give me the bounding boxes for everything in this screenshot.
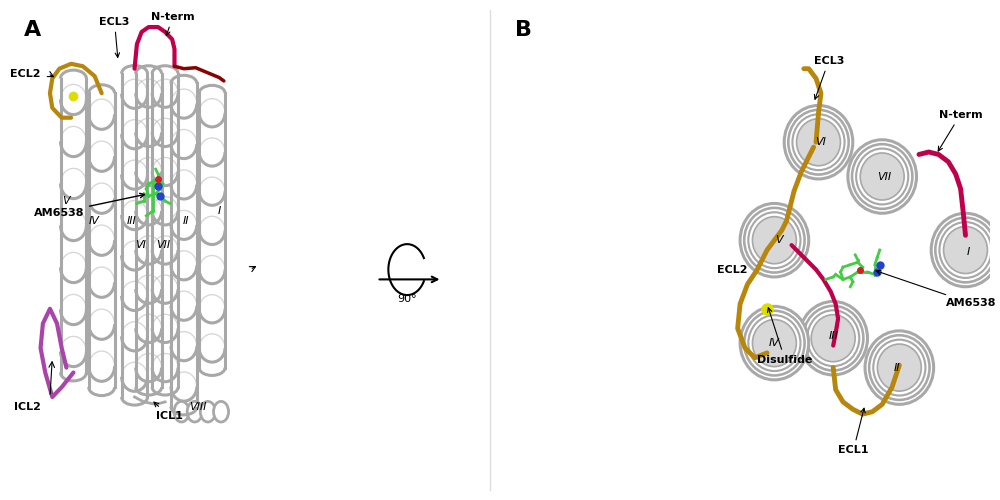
Text: VIII: VIII bbox=[189, 402, 207, 412]
Ellipse shape bbox=[873, 340, 925, 396]
Ellipse shape bbox=[939, 222, 992, 278]
Text: ICL2: ICL2 bbox=[14, 402, 41, 412]
Ellipse shape bbox=[803, 306, 863, 370]
Text: VII: VII bbox=[878, 172, 892, 181]
Text: III: III bbox=[126, 216, 136, 226]
Text: ECL1: ECL1 bbox=[838, 408, 869, 456]
Ellipse shape bbox=[200, 402, 215, 422]
Ellipse shape bbox=[187, 402, 202, 422]
Text: B: B bbox=[515, 20, 532, 40]
Ellipse shape bbox=[865, 331, 934, 404]
Text: I: I bbox=[218, 206, 221, 216]
Ellipse shape bbox=[931, 213, 1000, 287]
Ellipse shape bbox=[869, 336, 930, 400]
Ellipse shape bbox=[752, 320, 796, 366]
Text: ECL2: ECL2 bbox=[717, 264, 747, 274]
Text: I: I bbox=[966, 248, 970, 258]
Text: N-term: N-term bbox=[938, 110, 982, 151]
Ellipse shape bbox=[752, 216, 796, 264]
Ellipse shape bbox=[788, 110, 849, 174]
Text: ICL1: ICL1 bbox=[154, 402, 183, 421]
Ellipse shape bbox=[807, 310, 859, 366]
Text: N-term: N-term bbox=[151, 12, 195, 36]
Ellipse shape bbox=[848, 140, 916, 213]
Ellipse shape bbox=[797, 118, 840, 166]
Ellipse shape bbox=[856, 148, 908, 204]
Ellipse shape bbox=[744, 208, 805, 272]
Text: 90°: 90° bbox=[397, 294, 417, 304]
Text: VII: VII bbox=[156, 240, 170, 250]
Text: ECL2: ECL2 bbox=[10, 68, 41, 78]
Ellipse shape bbox=[811, 314, 855, 362]
Ellipse shape bbox=[944, 226, 987, 274]
Ellipse shape bbox=[784, 106, 853, 179]
Text: ECL3: ECL3 bbox=[814, 56, 844, 99]
Ellipse shape bbox=[860, 153, 904, 200]
Ellipse shape bbox=[852, 144, 912, 209]
Text: Disulfide: Disulfide bbox=[757, 308, 813, 364]
Text: AM6538: AM6538 bbox=[34, 194, 144, 218]
Ellipse shape bbox=[740, 204, 809, 277]
Ellipse shape bbox=[748, 212, 800, 268]
Text: III: III bbox=[828, 331, 838, 341]
Text: II: II bbox=[894, 362, 900, 372]
Text: VI: VI bbox=[816, 137, 826, 147]
Text: AM6538: AM6538 bbox=[876, 270, 996, 308]
Ellipse shape bbox=[877, 344, 921, 391]
Ellipse shape bbox=[174, 402, 189, 422]
Ellipse shape bbox=[214, 402, 229, 422]
Text: IV: IV bbox=[89, 216, 100, 226]
Ellipse shape bbox=[740, 306, 809, 380]
Ellipse shape bbox=[792, 114, 845, 170]
Ellipse shape bbox=[744, 311, 805, 376]
Ellipse shape bbox=[935, 218, 996, 282]
Text: ECL3: ECL3 bbox=[99, 16, 130, 58]
Text: II: II bbox=[183, 216, 190, 226]
Text: V: V bbox=[775, 235, 783, 245]
Text: A: A bbox=[24, 20, 41, 40]
Ellipse shape bbox=[748, 315, 800, 371]
Ellipse shape bbox=[799, 302, 868, 375]
Text: IV: IV bbox=[769, 338, 780, 348]
Text: V: V bbox=[63, 196, 70, 206]
Text: VI: VI bbox=[135, 240, 146, 250]
